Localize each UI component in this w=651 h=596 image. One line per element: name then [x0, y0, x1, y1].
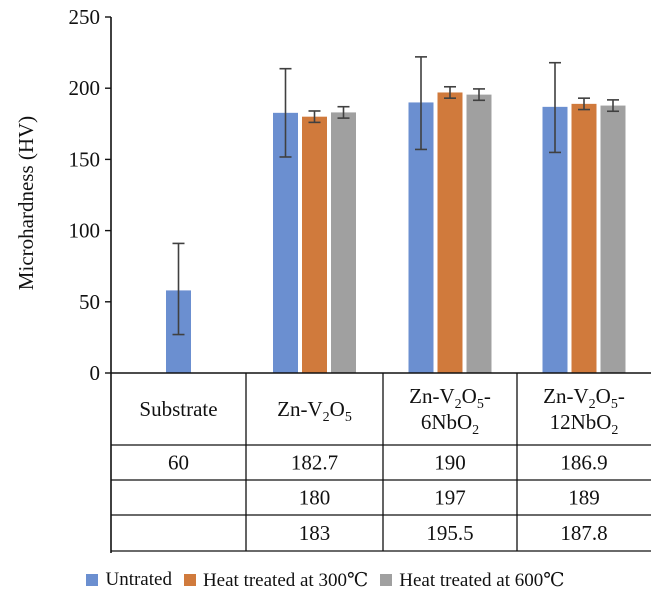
category-label-part-3-0-0: Zn-V [543, 384, 589, 408]
legend-label-untreated: Untrated [105, 569, 172, 590]
data-table: Substrate Zn-V2O5Zn-V2O5-6NbO2Zn-V2O5-12N… [111, 372, 651, 552]
table-cell-r1-c2: 197 [434, 486, 466, 510]
y-tick-label-2: 100 [69, 219, 101, 243]
bar-s1-c1 [302, 116, 327, 374]
table-cell-r2-c3: 187.8 [560, 521, 607, 545]
y-tick-label-4: 200 [69, 76, 101, 100]
legend-swatch-untreated [86, 574, 99, 586]
bar-s1-c3 [571, 103, 597, 373]
table-cell-r0-c2: 190 [434, 451, 466, 475]
category-label-3-line-1: 12NbO2 [550, 410, 619, 438]
category-label-part-1-0-1: 2 [323, 410, 330, 425]
category-label-part-2-0-4: - [484, 384, 491, 408]
legend-item-300c: Heat treated at 300℃ [183, 569, 369, 592]
category-label-part-2-1-0: 6NbO [421, 410, 472, 434]
category-label-part-3-0-1: 2 [589, 397, 596, 412]
y-tick-label-0: 0 [90, 361, 101, 385]
legend: Untrated Heat treated at 300℃ Heat treat… [0, 565, 651, 595]
category-label-part-2-1-1: 2 [472, 423, 479, 438]
legend-label-300c: Heat treated at 300℃ [202, 569, 369, 591]
category-label-part-2-0-2: O [462, 384, 477, 408]
axes: 0 50 100 150 200 250 Microhardness (HV) [14, 5, 112, 553]
bar-s2-c3 [600, 105, 626, 373]
category-label-part-3-1-1: 2 [611, 423, 618, 438]
legend-item-600c: Heat treated at 600℃ [380, 569, 565, 592]
category-label-part-1-0-2: O [330, 397, 345, 421]
category-label-part-3-0-3: 5 [611, 397, 618, 412]
table-cell-r0-c3: 186.9 [560, 451, 607, 475]
category-label-part-2-0-0: Zn-V [409, 384, 455, 408]
table-cell-r2-c2: 195.5 [426, 521, 473, 545]
bar-chart: 0 50 100 150 200 250 Microhardness (HV) Substr… [14, 5, 651, 553]
y-tick-label-3: 150 [69, 147, 101, 171]
category-label-part-2-0-3: 5 [477, 397, 484, 412]
legend-item-untreated: Untrated [86, 569, 172, 591]
category-label-part-3-0-2: O [596, 384, 611, 408]
category-label-part-3-1-0: 12NbO [550, 410, 612, 434]
category-label-2-line-0: Zn-V2O5- [409, 384, 491, 412]
category-label-part-3-0-4: - [618, 384, 625, 408]
bar-s1-c2 [437, 92, 463, 374]
table-cell-r1-c3: 189 [568, 486, 600, 510]
category-label-part-1-0-0: Zn-V [277, 397, 323, 421]
category-label-part-1-0-3: 5 [345, 410, 352, 425]
category-label-part-2-0-1: 2 [455, 397, 462, 412]
table-cell-r1-c1: 180 [299, 486, 331, 510]
bar-s2-c1 [331, 112, 356, 374]
legend-label-600c: Heat treated at 600℃ [399, 569, 565, 591]
y-tick-label-5: 250 [69, 5, 101, 29]
bar-s2-c2 [466, 94, 492, 373]
table-cell-r0-c1: 182.7 [291, 451, 338, 475]
table-cell-r0-c0: 60 [168, 451, 189, 475]
category-label-3-line-0: Zn-V2O5- [543, 384, 625, 412]
category-label-1-line-0: Zn-V2O5 [277, 397, 352, 425]
category-label-0-line-0: Substrate [139, 397, 217, 421]
category-label-2-line-1: 6NbO2 [421, 410, 479, 438]
category-label-part-0-0-0: Substrate [139, 397, 217, 421]
y-tick-label-1: 50 [79, 290, 100, 314]
table-cell-r2-c1: 183 [299, 521, 331, 545]
y-axis-label: Microhardness (HV) [14, 116, 38, 290]
plot-area [166, 56, 626, 374]
legend-swatch-300c [183, 574, 196, 586]
legend-swatch-600c [380, 574, 393, 586]
